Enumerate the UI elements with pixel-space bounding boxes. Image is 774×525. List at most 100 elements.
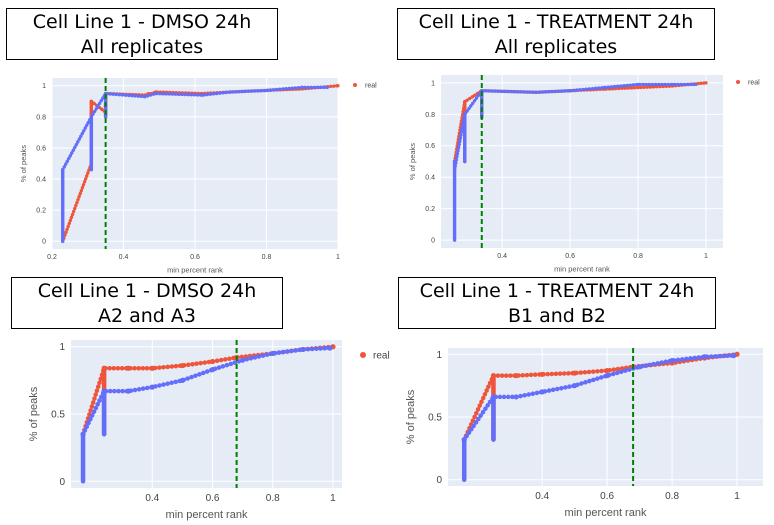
x-tick-label: 0.2 bbox=[47, 254, 57, 261]
chart-subtitle: All replicates bbox=[494, 36, 618, 58]
series-0-trail bbox=[461, 352, 740, 442]
chart-title: Cell Line 1 - TREATMENT 24h bbox=[418, 11, 694, 33]
series-1-point bbox=[604, 373, 610, 379]
series-1-point bbox=[89, 115, 93, 119]
series-1-point bbox=[125, 388, 131, 394]
y-axis-label: % of peaks bbox=[405, 389, 417, 444]
y-axis-label: % of peaks bbox=[28, 386, 40, 441]
series-0-point bbox=[572, 370, 578, 376]
series-1-point bbox=[240, 357, 246, 363]
series-0-point bbox=[636, 85, 640, 90]
x-axis-label: min percent rank bbox=[554, 265, 610, 274]
y-tick-label: 0 bbox=[42, 239, 46, 246]
y-tick-label: 0 bbox=[436, 475, 442, 486]
y-tick-label: 1 bbox=[59, 342, 65, 353]
legend-label: real bbox=[748, 79, 760, 86]
series-1-point bbox=[101, 388, 107, 394]
series-0-point bbox=[179, 362, 186, 369]
y-tick-label: 0.4 bbox=[36, 176, 46, 183]
series-1-point bbox=[694, 82, 698, 87]
x-tick-label: 0.8 bbox=[262, 254, 272, 261]
chart-subtitle: A2 and A3 bbox=[98, 305, 196, 327]
series-1-point bbox=[701, 354, 708, 360]
series-1-trail bbox=[80, 345, 333, 437]
x-axis-label: min percent rank bbox=[166, 509, 248, 521]
y-tick-label: 0.8 bbox=[425, 112, 435, 119]
series-1-point bbox=[534, 90, 538, 94]
x-tick-label: 0.6 bbox=[600, 491, 614, 502]
series-0-point bbox=[604, 367, 610, 374]
chart-title-box: Cell Line 1 - DMSO 24h A2 and A3 bbox=[11, 277, 283, 329]
series-1-point bbox=[602, 85, 606, 90]
x-tick-label: 0.6 bbox=[565, 253, 575, 260]
y-tick-label: 0.2 bbox=[425, 206, 435, 213]
legend-label: real bbox=[373, 351, 390, 362]
series-1-point bbox=[572, 383, 578, 389]
scatter-chart: 0.2 0.4 0.6 0.8 1 0 0.2 0.4 0.6 0.8 1 min percent r… bbox=[19, 78, 377, 275]
plot-area bbox=[441, 75, 723, 248]
chart-title-box: Cell Line 1 - TREATMENT 24h B1 and B2 bbox=[398, 277, 716, 329]
chart-title: Cell Line 1 - TREATMENT 24h bbox=[419, 280, 695, 302]
series-1-point bbox=[143, 95, 147, 99]
series-1-point bbox=[61, 168, 65, 172]
chart-subtitle: B1 and B2 bbox=[507, 305, 607, 327]
x-tick-label: 0.4 bbox=[145, 493, 159, 504]
series-1-point bbox=[568, 89, 572, 93]
series-1-trail bbox=[61, 85, 329, 172]
chart-subtitle: All replicates bbox=[80, 36, 204, 58]
y-tick-label: 0.8 bbox=[36, 114, 46, 121]
y-axis-label: % of peaks bbox=[19, 145, 28, 182]
chart-title-box: Cell Line 1 - DMSO 24h All replicates bbox=[6, 8, 278, 60]
y-tick-label: 0 bbox=[431, 238, 435, 245]
scatter-chart: 0.4 0.6 0.8 1 0 0.5 1 min percent rank % of peak… bbox=[405, 348, 763, 519]
series-1-point bbox=[463, 112, 467, 116]
scatter-chart: 0.4 0.6 0.8 1 0 0.2 0.4 0.6 0.8 1 min percent rank… bbox=[408, 75, 760, 274]
legend-marker bbox=[736, 80, 740, 84]
y-axis-label: % of peaks bbox=[408, 143, 417, 180]
x-axis-label: min percent rank bbox=[167, 266, 223, 275]
series-1-point bbox=[270, 350, 276, 357]
y-tick-label: 0.6 bbox=[36, 145, 46, 152]
x-axis-label: min percent rank bbox=[565, 507, 647, 519]
x-tick-label: 1 bbox=[336, 254, 340, 261]
series-1-point bbox=[490, 394, 497, 400]
series-0-point bbox=[490, 373, 497, 379]
x-tick-label: 1 bbox=[704, 253, 708, 260]
series-1-point bbox=[327, 345, 333, 351]
y-tick-label: 0 bbox=[59, 477, 65, 488]
x-tick-label: 0.4 bbox=[535, 491, 549, 502]
legend-marker bbox=[360, 352, 366, 358]
series-1-point bbox=[636, 364, 643, 370]
y-tick-label: 0.5 bbox=[428, 413, 442, 424]
series-1-point bbox=[229, 90, 233, 94]
x-tick-label: 0.6 bbox=[190, 254, 200, 261]
series-1-point bbox=[154, 91, 158, 96]
y-tick-label: 0.4 bbox=[425, 175, 435, 182]
series-1-point bbox=[300, 85, 304, 89]
series-1-point bbox=[539, 389, 545, 395]
y-tick-label: 0.6 bbox=[425, 143, 435, 150]
series-1-point bbox=[149, 384, 155, 390]
series-0-point bbox=[89, 99, 93, 103]
series-1-point bbox=[325, 85, 329, 89]
y-tick-label: 1 bbox=[42, 83, 46, 90]
x-tick-label: 1 bbox=[330, 493, 336, 504]
series-0-point bbox=[336, 84, 340, 88]
series-0-point bbox=[101, 365, 107, 371]
series-1-point bbox=[513, 394, 519, 400]
series-0-point bbox=[513, 373, 519, 379]
series-1-point bbox=[209, 367, 216, 373]
series-1-point bbox=[669, 357, 675, 364]
series-1-point bbox=[200, 93, 204, 97]
series-1-point bbox=[179, 377, 186, 383]
series-1-trail bbox=[461, 353, 737, 442]
series-1-point bbox=[80, 431, 86, 437]
series-1-point bbox=[670, 82, 674, 87]
x-tick-label: 0.8 bbox=[665, 491, 679, 502]
x-tick-label: 0.4 bbox=[497, 253, 507, 260]
series-0-point bbox=[539, 371, 545, 377]
y-tick-label: 0.2 bbox=[36, 208, 46, 215]
series-1-point bbox=[636, 82, 640, 87]
y-tick-label: 0.5 bbox=[51, 410, 65, 421]
y-tick-label: 1 bbox=[436, 350, 442, 361]
